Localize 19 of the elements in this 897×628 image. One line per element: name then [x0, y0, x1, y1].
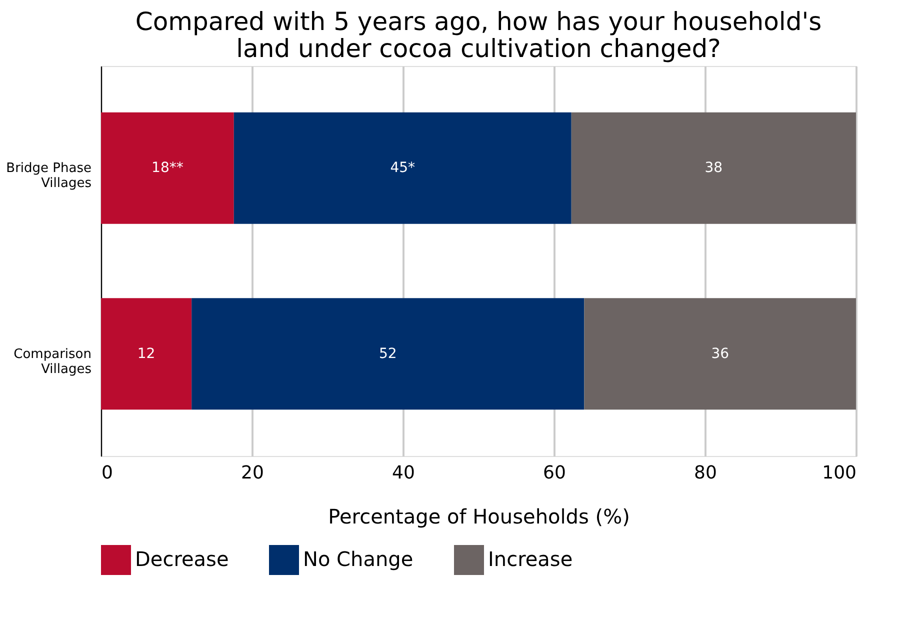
x-tick-label: 60	[543, 462, 566, 484]
data-label: 18**	[152, 160, 184, 176]
legend-label: Increase	[488, 547, 573, 571]
x-tick-label: 0	[102, 462, 113, 484]
y-tick-label: Comparison Villages	[14, 346, 92, 377]
data-label: 38	[704, 160, 723, 176]
x-tick-label: 40	[392, 462, 415, 484]
data-label: 36	[711, 346, 730, 362]
data-label: 45*	[390, 160, 416, 176]
chart-title: Compared with 5 years ago, how has your household's land under cocoa cultivation changed?	[135, 7, 822, 63]
data-label: 52	[378, 346, 397, 362]
x-tick-label: 20	[241, 462, 264, 484]
legend-label: Decrease	[135, 547, 229, 571]
x-tick-label: 100	[822, 462, 856, 484]
legend-label: No Change	[303, 547, 414, 571]
data-label: 12	[137, 346, 156, 362]
x-tick-label: 80	[694, 462, 717, 484]
y-tick-label: Bridge Phase Villages	[6, 161, 92, 192]
x-axis-title: Percentage of Households (%)	[328, 504, 630, 528]
